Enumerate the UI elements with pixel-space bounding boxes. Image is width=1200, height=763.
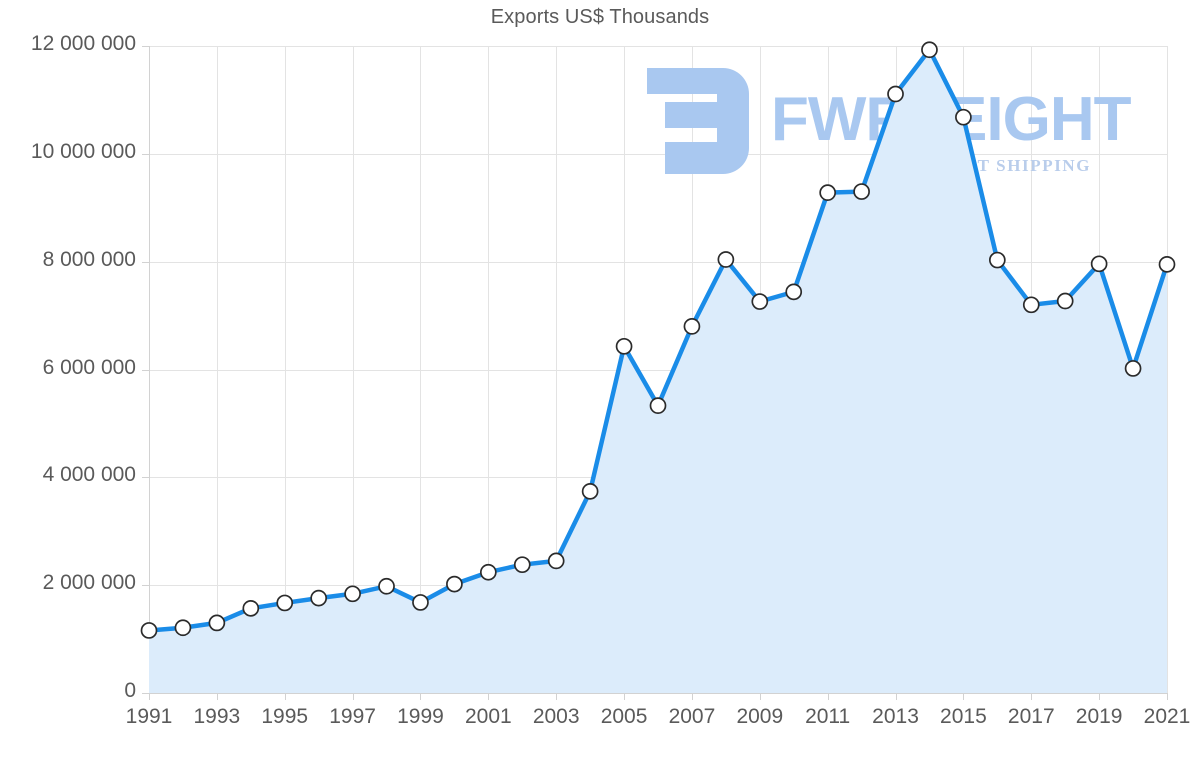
x-axis-tick-label: 2011 bbox=[805, 705, 851, 728]
data-point[interactable] bbox=[412, 594, 429, 611]
data-point[interactable] bbox=[717, 251, 735, 268]
y-axis-tick-label: 0 bbox=[124, 679, 136, 702]
x-axis-tick-label: 2013 bbox=[872, 705, 919, 728]
x-axis-tick-label: 2019 bbox=[1075, 705, 1123, 728]
series-area-fill bbox=[149, 49, 1167, 693]
x-axis-tick-label: 2001 bbox=[464, 705, 512, 728]
data-point[interactable] bbox=[378, 577, 395, 595]
data-point[interactable] bbox=[276, 594, 294, 612]
x-axis-tick-label: 1993 bbox=[193, 705, 241, 728]
data-point[interactable] bbox=[785, 283, 803, 301]
data-point[interactable] bbox=[140, 622, 158, 639]
x-axis-tick-label: 2009 bbox=[736, 705, 784, 728]
x-axis-tick-label: 1997 bbox=[329, 705, 376, 728]
x-axis-tick-label: 2021 bbox=[1143, 705, 1191, 728]
data-point[interactable] bbox=[513, 556, 531, 574]
y-axis-tick-label: 10 000 000 bbox=[30, 139, 136, 163]
x-axis-tick-label: 2003 bbox=[532, 705, 580, 728]
data-point[interactable] bbox=[649, 397, 667, 414]
data-point[interactable] bbox=[853, 183, 870, 200]
x-axis-tick-label: 2007 bbox=[668, 705, 716, 728]
y-axis-tick-label: 4 000 000 bbox=[42, 463, 136, 487]
y-axis-tick-label: 8 000 000 bbox=[42, 247, 136, 271]
x-axis-tick-label: 1995 bbox=[261, 705, 309, 728]
data-point[interactable] bbox=[921, 41, 938, 59]
y-axis-tick-label: 12 000 000 bbox=[30, 32, 136, 55]
y-axis-tick-label: 6 000 000 bbox=[42, 355, 136, 379]
axis-lines bbox=[149, 46, 1167, 694]
x-axis-tick-label: 2015 bbox=[940, 705, 987, 728]
data-point[interactable] bbox=[615, 337, 633, 355]
data-point[interactable] bbox=[1124, 360, 1142, 377]
data-point[interactable] bbox=[955, 108, 972, 126]
data-point[interactable] bbox=[446, 575, 463, 593]
axis-tickmarks bbox=[142, 46, 1168, 700]
x-axis-tick-label: 2005 bbox=[600, 705, 648, 728]
data-point[interactable] bbox=[751, 293, 769, 310]
data-point[interactable] bbox=[479, 563, 497, 581]
data-point[interactable] bbox=[887, 85, 904, 103]
x-axis-tick-label: 1999 bbox=[397, 705, 444, 728]
data-point[interactable] bbox=[547, 552, 565, 570]
series-markers bbox=[140, 41, 1176, 639]
data-point[interactable] bbox=[819, 184, 837, 201]
y-axis-tick-label: 2 000 000 bbox=[42, 571, 136, 595]
data-point[interactable] bbox=[174, 619, 192, 637]
data-point[interactable] bbox=[988, 251, 1006, 269]
data-point[interactable] bbox=[208, 614, 226, 632]
data-point[interactable] bbox=[344, 585, 361, 603]
x-axis-tick-label: 2017 bbox=[1007, 705, 1055, 728]
data-point[interactable] bbox=[1022, 296, 1040, 314]
data-point[interactable] bbox=[581, 483, 599, 500]
chart-title: Exports US$ Thousands bbox=[490, 6, 710, 28]
data-point[interactable] bbox=[310, 589, 328, 607]
data-point[interactable] bbox=[1090, 255, 1108, 273]
data-point[interactable] bbox=[1158, 256, 1176, 273]
data-point[interactable] bbox=[1056, 292, 1074, 310]
data-point[interactable] bbox=[242, 599, 260, 617]
x-axis-tick-label: 1991 bbox=[125, 705, 173, 728]
data-point[interactable] bbox=[683, 318, 701, 335]
